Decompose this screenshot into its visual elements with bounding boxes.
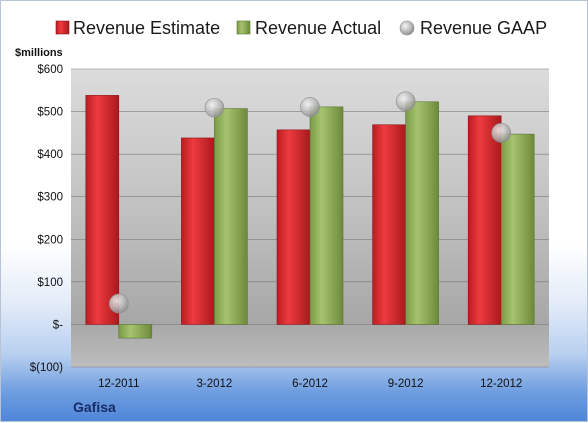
x-tick-label: 12-2012	[480, 378, 522, 390]
y-tick-label: $100	[37, 277, 63, 289]
x-tick-label: 12-2011	[98, 378, 139, 390]
legend-label-actual: Revenue Actual	[255, 18, 381, 38]
bar-revenue-actual	[500, 133, 535, 325]
x-tick-label: 9-2012	[388, 378, 424, 390]
legend-item-actual: Revenue Actual	[236, 18, 381, 38]
bar-revenue-actual	[214, 108, 248, 325]
legend-swatch-estimate	[55, 20, 70, 35]
bars	[85, 95, 535, 339]
marker-revenue-gaap	[204, 97, 225, 118]
marker-revenue-gaap	[109, 293, 129, 314]
legend-item-estimate: Revenue Estimate	[55, 18, 220, 38]
legend-swatch-gaap	[399, 20, 415, 36]
x-axis-labels: 12-2011 3-2012 6-2012 9-2012 12-2012	[98, 378, 522, 390]
marker-revenue-gaap	[300, 97, 320, 117]
bar-revenue-estimate	[181, 137, 215, 325]
bar-revenue-estimate	[276, 129, 311, 325]
y-tick-label: $-	[53, 319, 63, 331]
legend-item-gaap: Revenue GAAP	[399, 18, 547, 38]
company-name: Gafisa	[73, 399, 116, 415]
x-tick-label: 6-2012	[292, 378, 328, 390]
y-tick-label: $600	[37, 64, 63, 76]
bar-revenue-estimate	[372, 124, 406, 325]
marker-revenue-gaap	[395, 91, 416, 112]
gaap-markers	[109, 91, 512, 314]
bar-revenue-actual	[309, 106, 344, 325]
y-tick-label: $500	[37, 107, 63, 119]
bar-revenue-actual	[118, 324, 153, 339]
legend-label-estimate: Revenue Estimate	[73, 18, 220, 38]
legend-swatch-actual	[236, 20, 251, 35]
legend: Revenue Estimate Revenue Actual Revenue …	[55, 18, 547, 38]
bar-revenue-estimate	[85, 95, 120, 325]
legend-label-gaap: Revenue GAAP	[420, 18, 547, 38]
marker-revenue-gaap	[491, 123, 512, 143]
x-tick-label: 3-2012	[196, 378, 232, 390]
y-tick-label: $(100)	[30, 362, 63, 374]
y-tick-label: $400	[37, 149, 63, 161]
bar-revenue-actual	[405, 101, 439, 325]
y-axis-ticks: $(100) $- $100 $200 $300 $400 $500 $600	[30, 64, 63, 374]
y-tick-label: $200	[37, 234, 63, 246]
y-tick-label: $300	[37, 192, 63, 204]
bar-revenue-estimate	[467, 115, 502, 325]
y-axis-unit-label: $millions	[15, 47, 63, 59]
